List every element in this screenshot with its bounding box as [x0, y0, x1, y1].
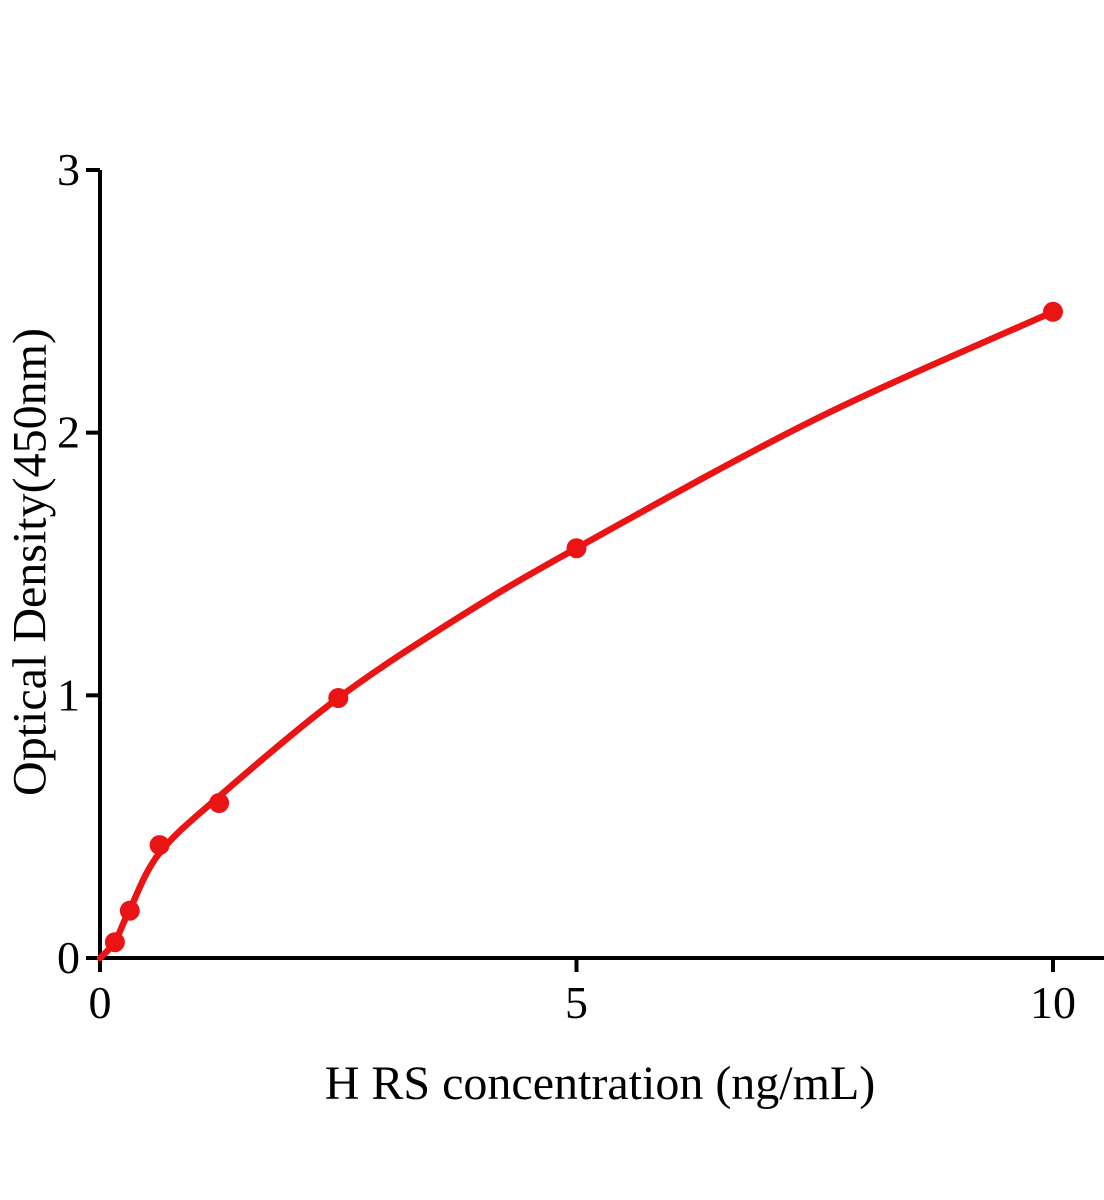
- y-tick-label: 0: [57, 932, 80, 983]
- x-tick-label: 10: [1030, 977, 1076, 1028]
- y-tick-label: 3: [57, 144, 80, 195]
- data-point: [149, 835, 170, 856]
- fit-curve-line: [96, 308, 1057, 962]
- y-axis-title: Optical Density(450nm): [3, 328, 57, 796]
- y-tick-label: 2: [57, 407, 80, 458]
- x-axis-title: H RS concentration (ng/mL): [324, 1057, 876, 1110]
- data-point: [1043, 301, 1063, 322]
- axis-spine: [98, 170, 1104, 960]
- data-point: [328, 688, 349, 708]
- data-point: [209, 793, 230, 813]
- data-point: [119, 900, 140, 921]
- x-tick-label: 0: [89, 977, 112, 1028]
- x-tick-label: 5: [565, 977, 588, 1028]
- data-point: [104, 932, 125, 953]
- data-point: [566, 538, 587, 559]
- y-tick-label: 1: [57, 669, 80, 720]
